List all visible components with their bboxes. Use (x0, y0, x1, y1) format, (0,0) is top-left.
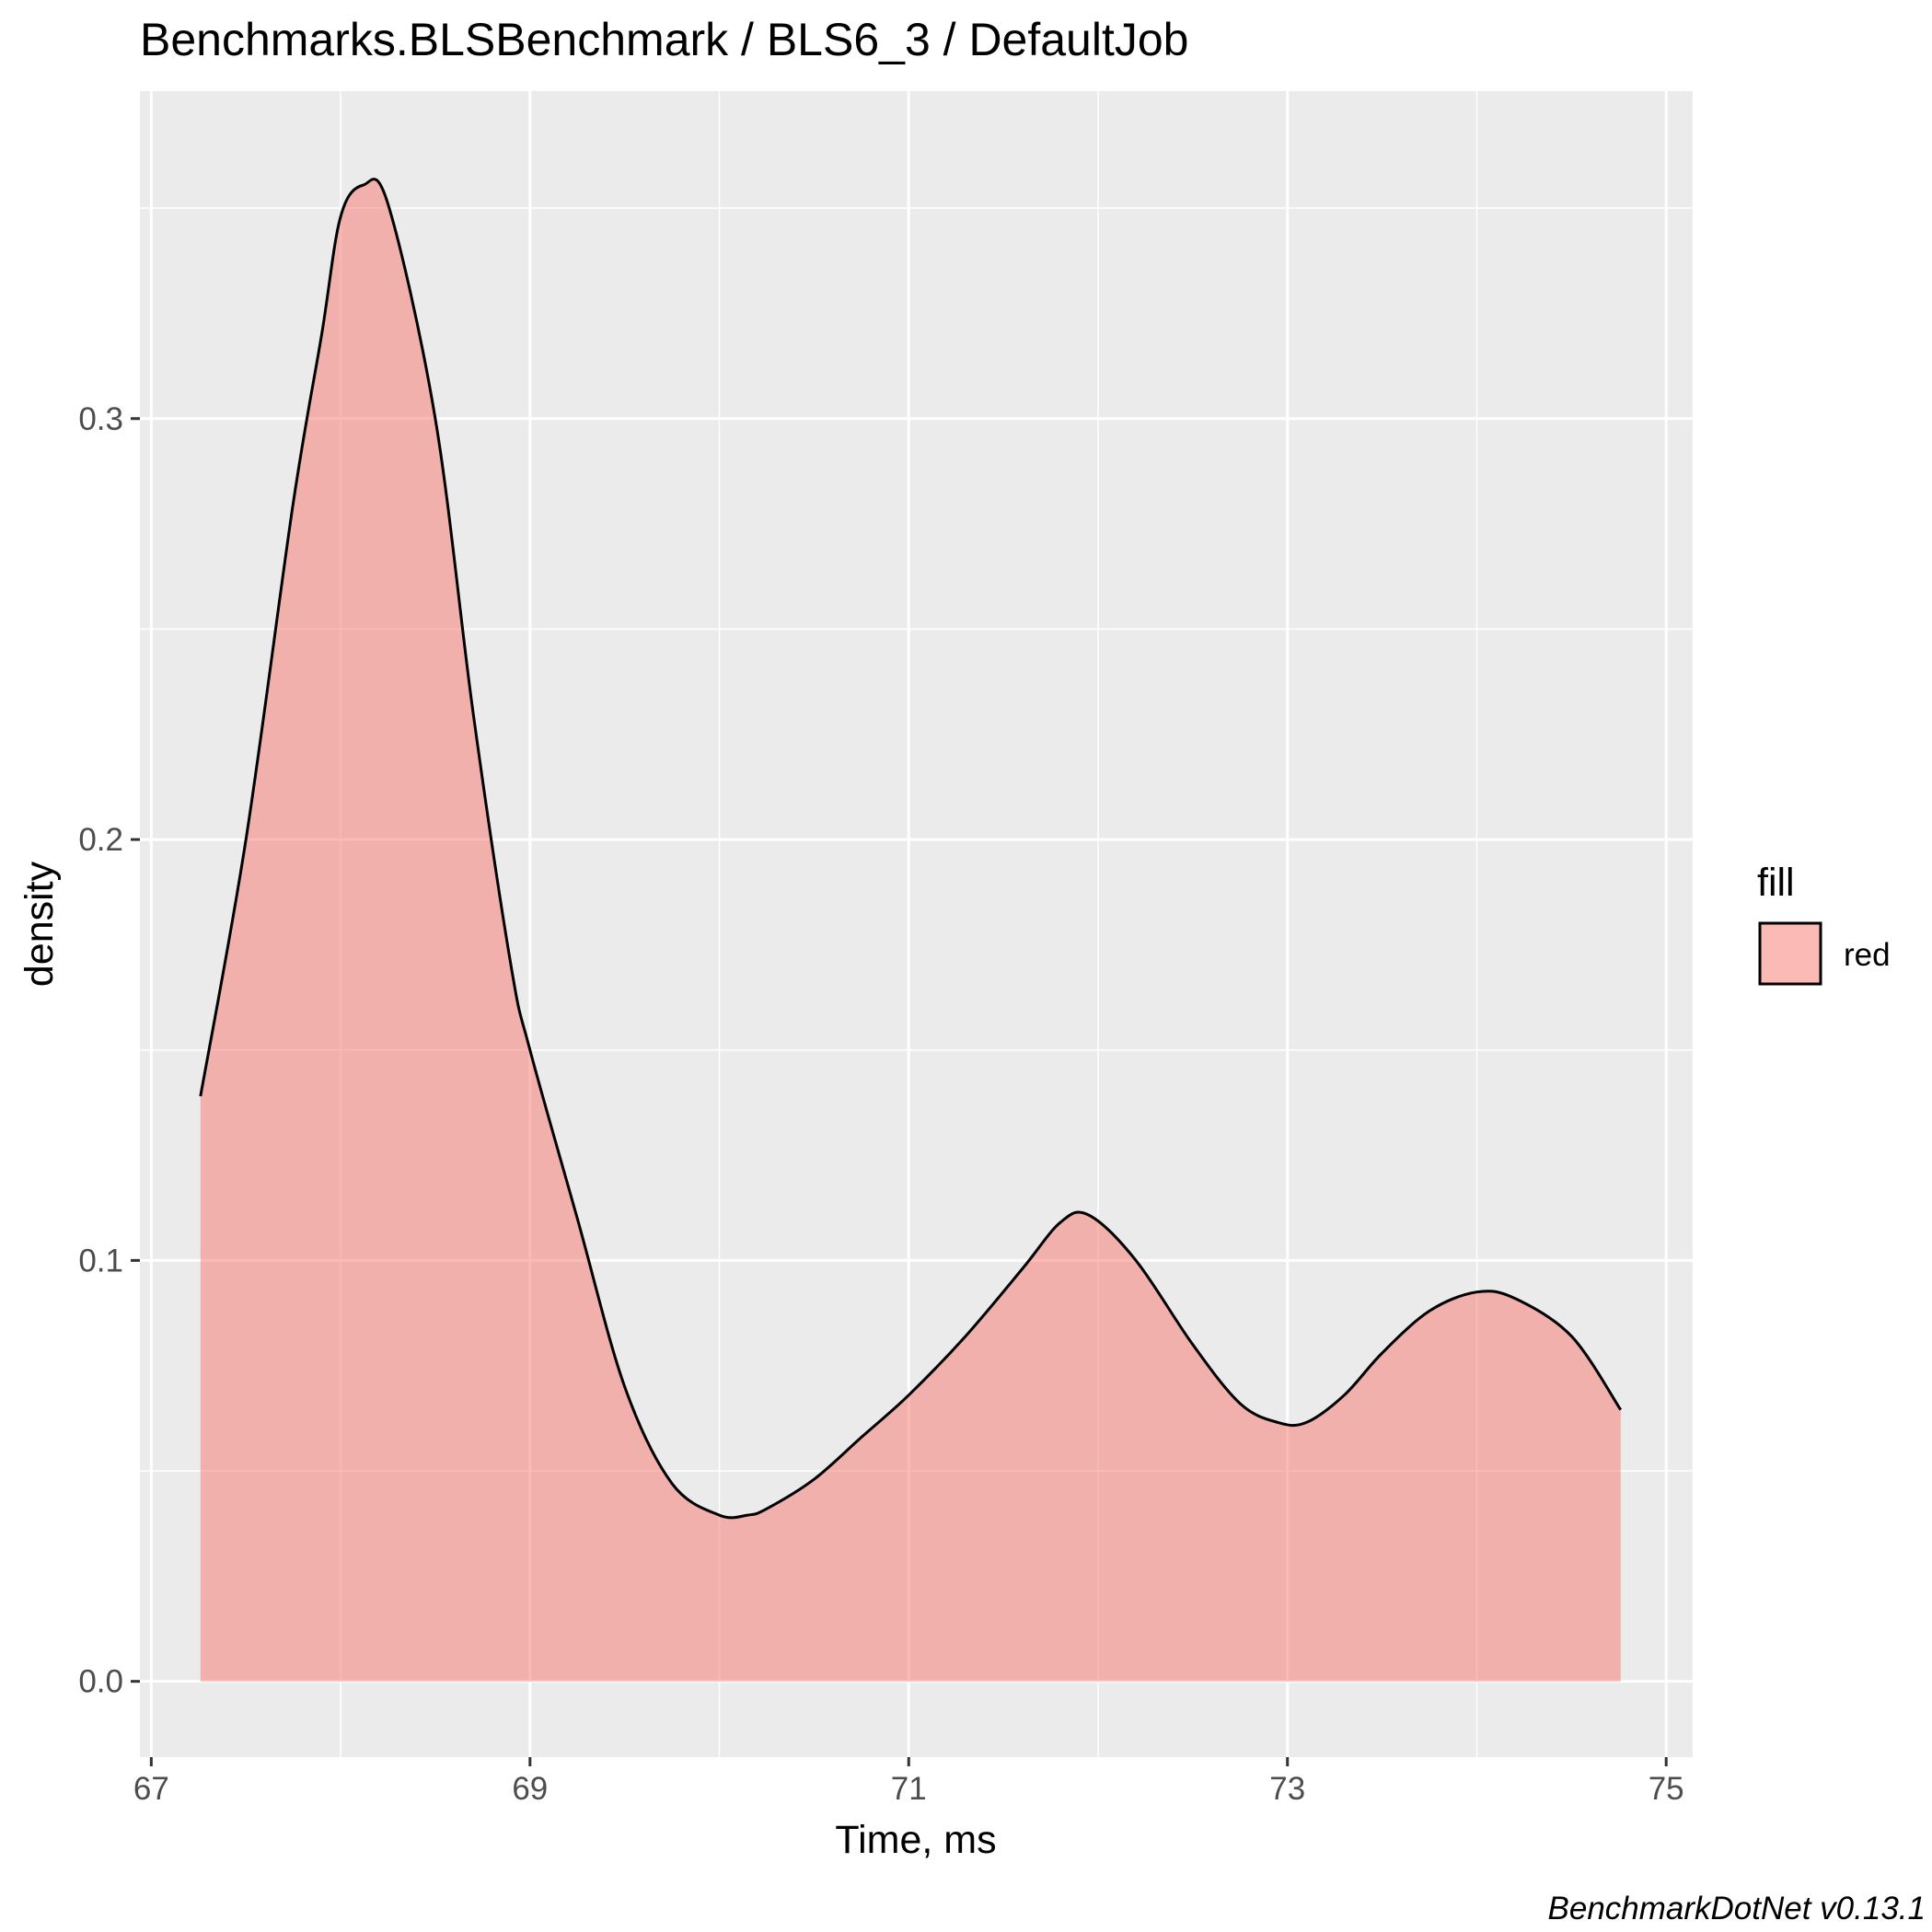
density-line-red (199, 178, 1623, 1520)
legend-key-red (1758, 921, 1822, 986)
caption: BenchmarkDotNet v0.13.1 (1548, 1891, 1926, 1926)
x-tick-label: 69 (512, 1771, 548, 1807)
x-tick-label: 73 (1269, 1771, 1305, 1807)
legend-title: fill (1757, 861, 1795, 905)
density-area-red (200, 179, 1621, 1682)
chart-title: Benchmarks.BLSBenchmark / BLS6_3 / Defau… (140, 14, 1188, 65)
legend-label-red: red (1844, 937, 1891, 973)
y-tick-label: 0.2 (78, 822, 123, 858)
y-tick-label: 0.1 (78, 1243, 123, 1278)
x-axis-title: Time, ms (835, 1818, 996, 1862)
y-tick-label: 0.3 (78, 401, 123, 437)
x-axis: 67 69 71 73 75 (133, 1757, 1684, 1807)
x-tick-label: 75 (1649, 1771, 1684, 1807)
legend: fill red (1757, 861, 1891, 986)
x-tick-label: 71 (891, 1771, 927, 1807)
y-tick-label: 0.0 (78, 1664, 123, 1700)
x-tick-label: 67 (133, 1771, 169, 1807)
series-layer (199, 178, 1623, 1682)
y-axis: 0.0 0.1 0.2 0.3 (78, 401, 140, 1700)
y-axis-title: density (17, 861, 62, 987)
